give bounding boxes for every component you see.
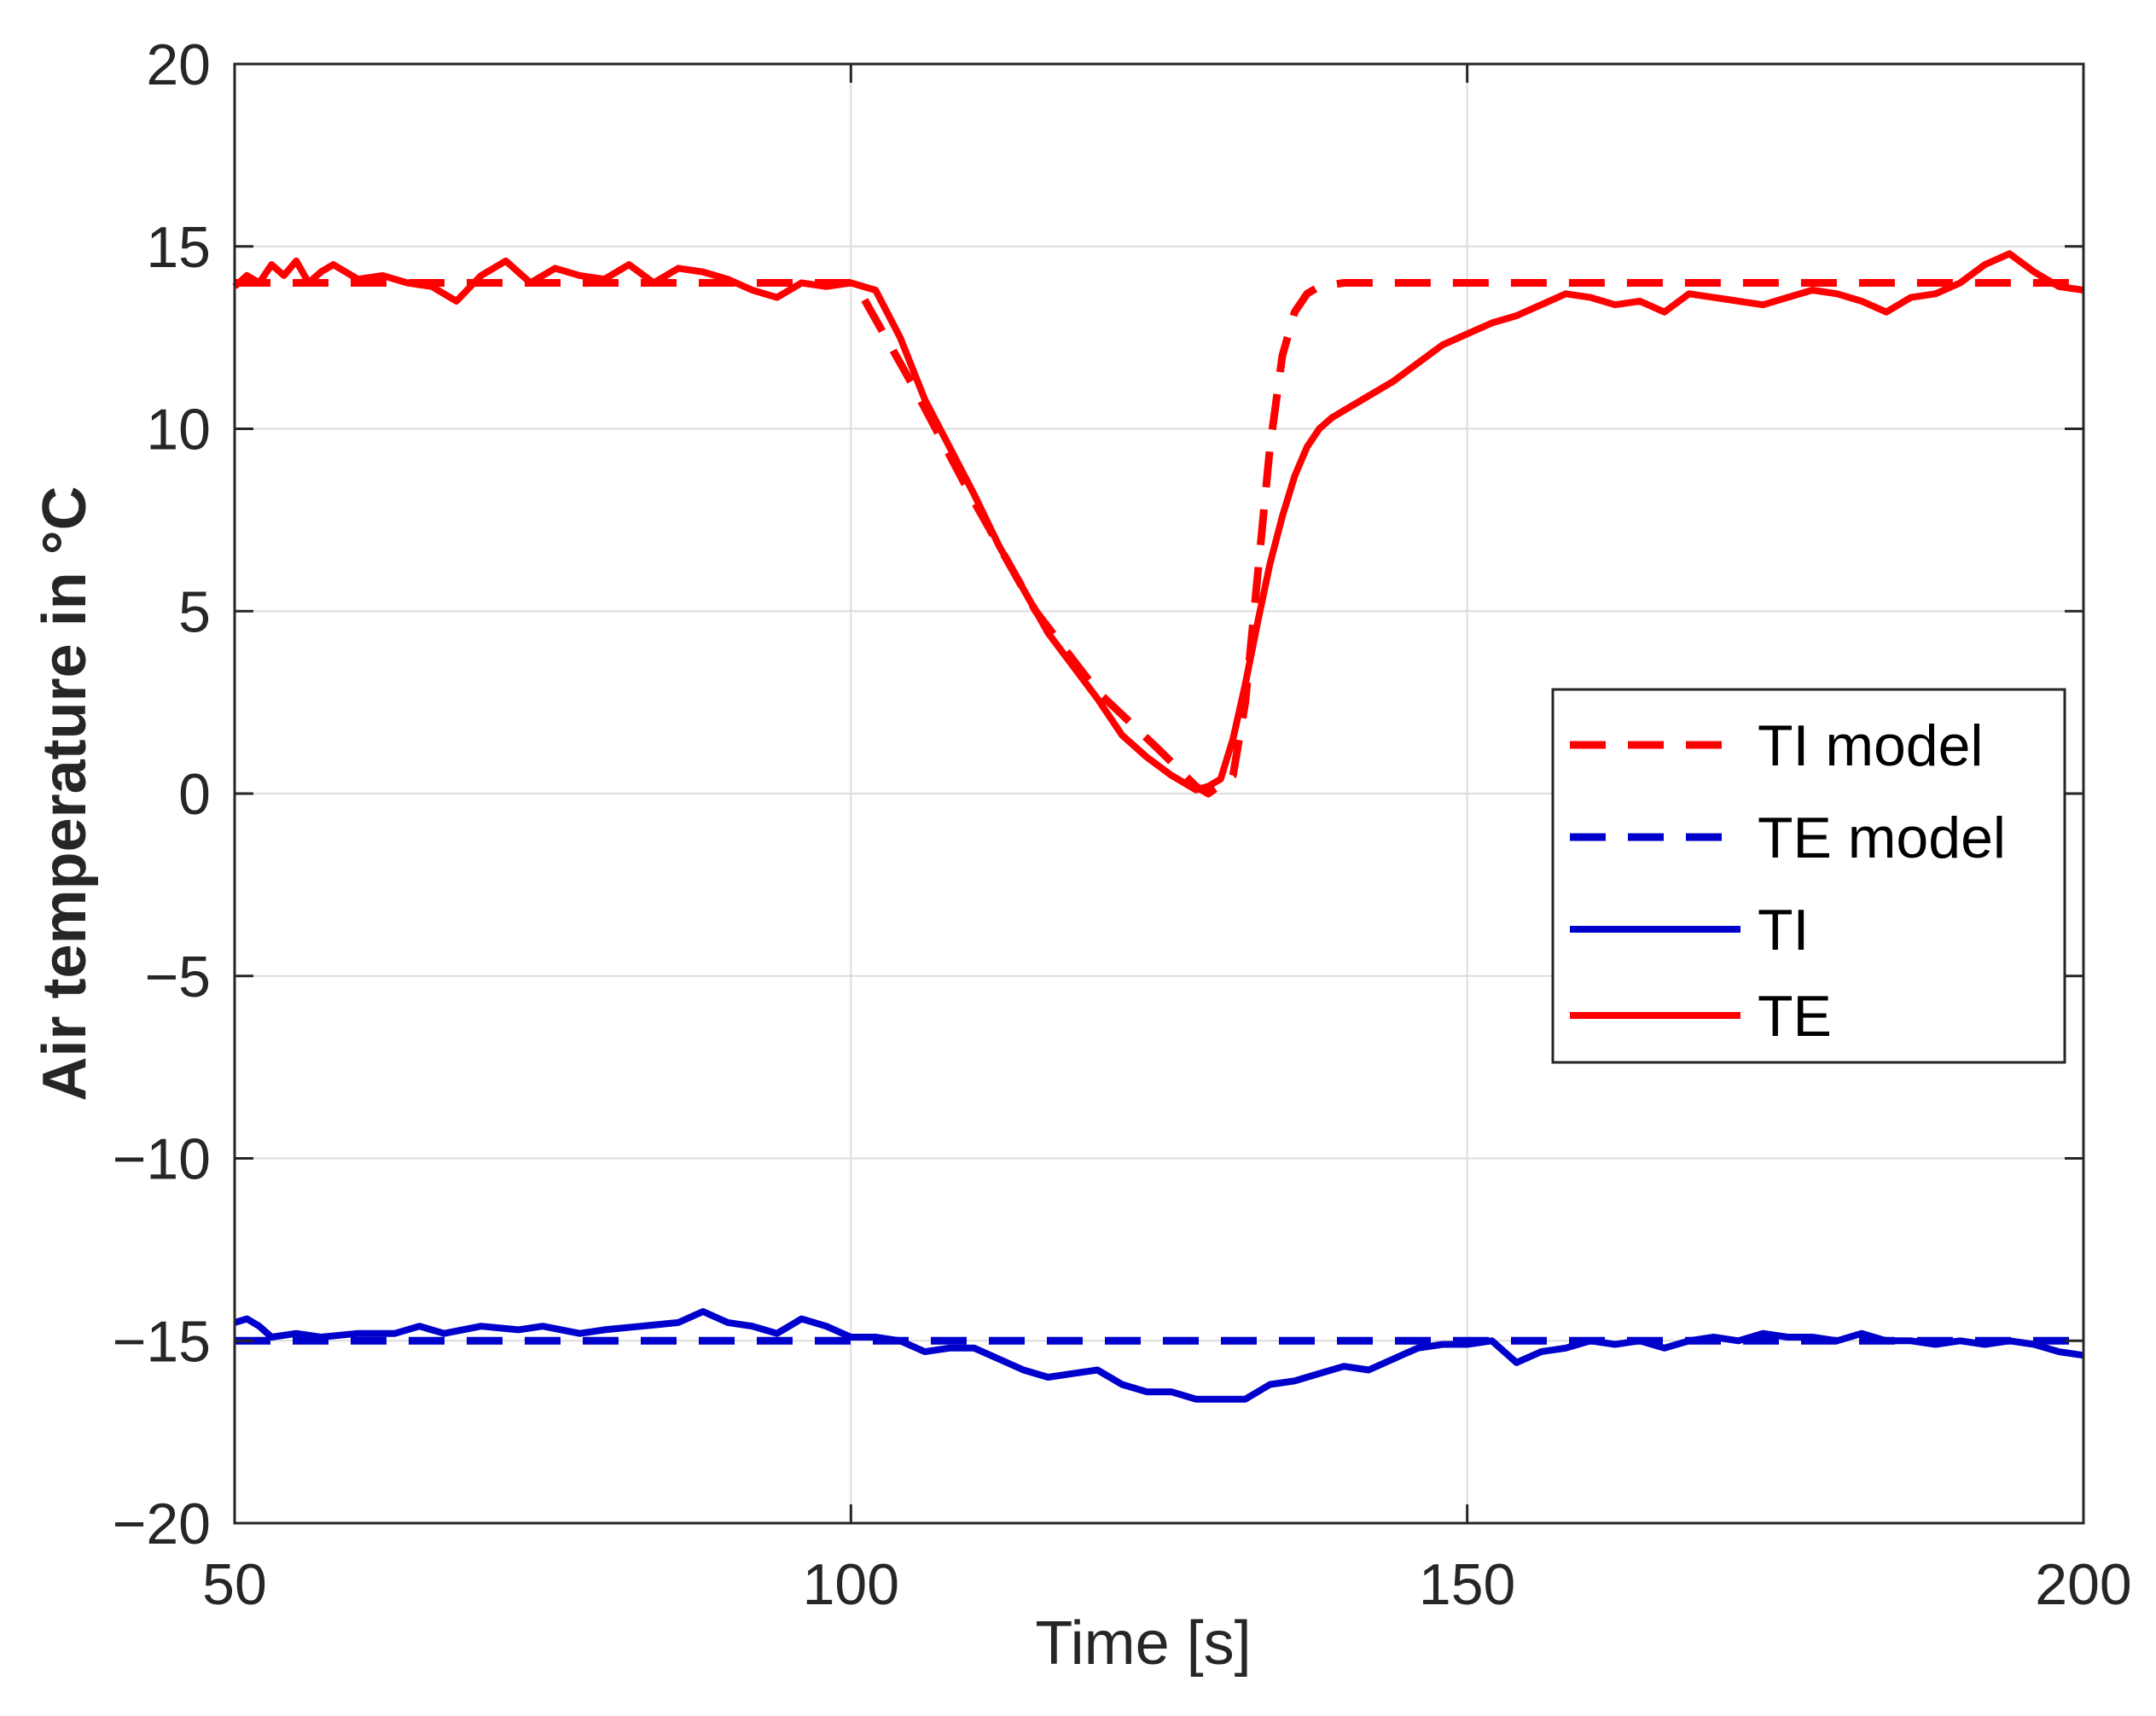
y-tick-label: 5 [178,579,211,644]
y-axis-ticks: −20 −15 −10 −5 0 5 10 15 20 [113,32,2083,1556]
legend-label-ti-model: TI model [1758,713,1984,778]
y-tick-label: −15 [113,1309,211,1374]
y-tick-label: 15 [146,215,211,280]
x-tick-label: 200 [2035,1552,2131,1617]
y-tick-label: 10 [146,398,211,462]
series-layer [232,250,2084,1403]
y-tick-label: −20 [113,1492,211,1556]
legend-box [1551,688,2066,1064]
y-axis-title: Air temperature in °C [31,486,99,1102]
x-tick-label: 50 [202,1552,267,1617]
series-line-ti [233,1308,2084,1403]
legend-label-te: TE [1758,984,1832,1049]
legend-label-ti: TI [1758,898,1809,963]
grid-lines [234,63,2084,1524]
y-tick-label: 20 [146,32,211,97]
y-tick-label: 0 [178,762,211,827]
x-tick-label: 100 [803,1552,899,1617]
x-axis-ticks: 50 100 150 200 [202,64,2132,1617]
series-line-ti-model [235,279,2083,798]
legend: TI model TE model TI TE [1551,688,2066,1064]
x-tick-label: 150 [1419,1552,1515,1617]
y-tick-label: −10 [113,1127,211,1192]
legend-label-te-model: TE model [1758,806,2006,870]
x-axis-title: Time [s] [1035,1609,1251,1678]
y-tick-label: −5 [144,945,211,1009]
series-line-te [232,250,2084,794]
